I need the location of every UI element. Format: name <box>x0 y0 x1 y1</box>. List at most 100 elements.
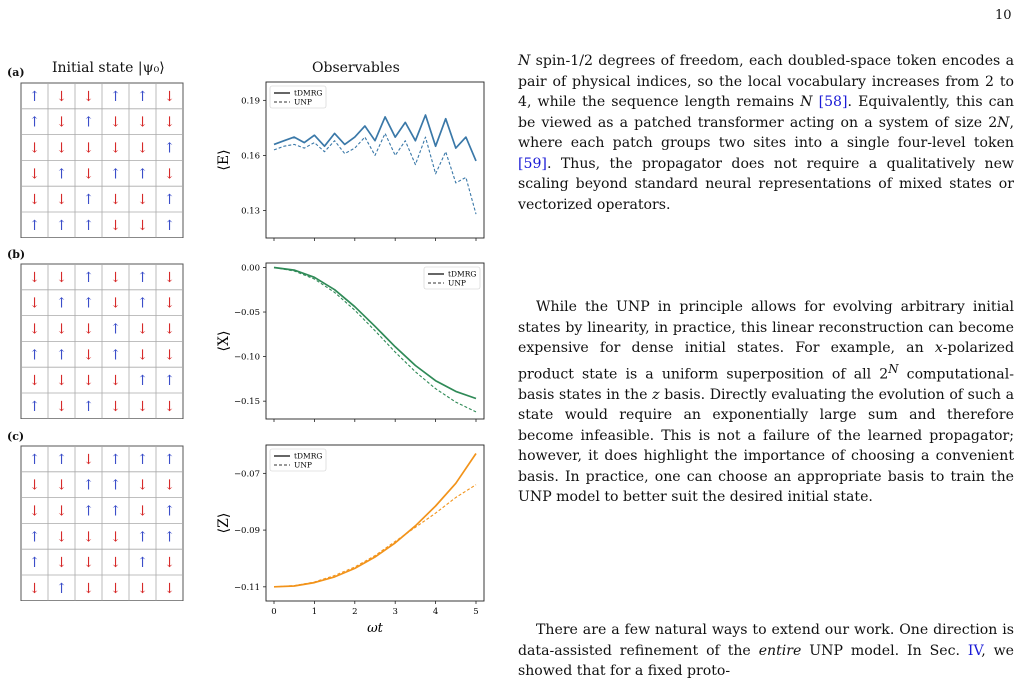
spin-down-arrow: ↓ <box>164 296 176 312</box>
spin-down-arrow: ↓ <box>83 373 95 389</box>
y-tick-label: 0.16 <box>241 151 260 161</box>
spin-down-arrow: ↓ <box>137 581 149 597</box>
text-run: spin-1/2 degrees of freedom, each double… <box>518 53 1014 110</box>
spin-up-arrow: ↑ <box>137 452 149 468</box>
citation-link[interactable]: [59] <box>518 155 547 172</box>
spin-down-arrow: ↓ <box>164 115 176 131</box>
spin-down-arrow: ↓ <box>29 166 41 182</box>
spin-down-arrow: ↓ <box>83 322 95 338</box>
spin-down-arrow: ↓ <box>56 192 68 208</box>
spin-down-arrow: ↓ <box>110 192 122 208</box>
spin-up-arrow: ↑ <box>164 452 176 468</box>
citation-link[interactable]: [58] <box>818 94 848 110</box>
spin-up-arrow: ↑ <box>29 529 41 545</box>
math-symbol: N <box>800 94 813 110</box>
spin-down-arrow: ↓ <box>83 529 95 545</box>
spin-down-arrow: ↓ <box>110 373 122 389</box>
initial-state-title: Initial state |ψ₀⟩ <box>52 60 165 76</box>
y-tick-label: −0.09 <box>234 526 260 536</box>
spin-up-arrow: ↑ <box>83 504 95 520</box>
spin-up-arrow: ↑ <box>164 373 176 389</box>
series-line-unp <box>273 266 477 413</box>
spin-down-arrow: ↓ <box>29 322 41 338</box>
spin-down-arrow: ↓ <box>137 218 149 234</box>
math-symbol: z <box>652 386 660 403</box>
legend-entry: UNP <box>294 98 312 107</box>
spin-down-arrow: ↓ <box>83 347 95 363</box>
spin-down-arrow: ↓ <box>164 555 176 571</box>
spin-down-arrow: ↓ <box>164 581 176 597</box>
math-symbol: N <box>518 53 531 69</box>
spin-down-arrow: ↓ <box>83 555 95 571</box>
spin-up-arrow: ↑ <box>137 166 149 182</box>
spin-down-arrow: ↓ <box>137 322 149 338</box>
spin-down-arrow: ↓ <box>56 322 68 338</box>
spin-grid-b: ↓ ↓ ↑ ↓ ↑ ↓ ↓ ↑ ↑ ↓ ↑ ↓ ↓ ↓ ↓ ↑ ↓ ↓ ↑ ↑ ↓ ↑ ↓ ↓ ↓ ↓ ↓ ↓ ↑ ↑ ↑ ↓ ↑ ↓ ↓ ↓ <box>20 263 184 419</box>
spin-up-arrow: ↑ <box>56 581 68 597</box>
spin-down-arrow: ↓ <box>83 89 95 105</box>
spin-up-arrow: ↑ <box>56 218 68 234</box>
paragraph-1: N spin-1/2 degrees of freedom, each doub… <box>518 51 1014 215</box>
spin-up-arrow: ↑ <box>83 296 95 312</box>
page-number: 10 <box>995 8 1012 23</box>
plot-frame <box>265 81 485 239</box>
text-run: computational-basis states in the <box>518 366 1014 403</box>
y-axis-label: ⟨Z⟩ <box>216 513 232 534</box>
math-symbol: entire <box>758 642 802 659</box>
spin-down-arrow: ↓ <box>164 89 176 105</box>
spin-up-arrow: ↑ <box>110 504 122 520</box>
spin-down-arrow: ↓ <box>56 399 68 415</box>
spin-down-arrow: ↓ <box>164 478 176 494</box>
x-tick-label: 4 <box>433 607 438 617</box>
spin-down-arrow: ↓ <box>110 218 122 234</box>
spin-grid-a: ↑ ↓ ↓ ↑ ↑ ↓ ↑ ↓ ↑ ↓ ↓ ↓ ↓ ↓ ↓ ↓ ↓ ↑ ↓ ↑ ↓ ↑ ↑ ↓ ↓ ↓ ↑ ↓ ↓ ↑ ↑ ↑ ↑ ↓ ↓ ↑ <box>20 82 184 238</box>
citation-link[interactable]: IV <box>967 642 982 659</box>
spin-down-arrow: ↓ <box>29 296 41 312</box>
spin-down-arrow: ↓ <box>29 192 41 208</box>
y-tick-label: −0.10 <box>234 353 260 363</box>
superscript: N <box>888 361 899 376</box>
spin-down-arrow: ↓ <box>164 347 176 363</box>
spin-down-arrow: ↓ <box>56 529 68 545</box>
spin-down-arrow: ↓ <box>56 89 68 105</box>
spin-down-arrow: ↓ <box>83 581 95 597</box>
spin-up-arrow: ↑ <box>137 373 149 389</box>
x-tick-label: 3 <box>392 607 397 617</box>
series-line-unp <box>273 132 477 215</box>
spin-down-arrow: ↓ <box>29 581 41 597</box>
text-run: . Thus, the propagator does not require … <box>518 155 1014 213</box>
spin-up-arrow: ↑ <box>164 504 176 520</box>
math-symbol: x <box>934 340 943 356</box>
spin-up-arrow: ↑ <box>110 478 122 494</box>
spin-up-arrow: ↑ <box>164 218 176 234</box>
spin-up-arrow: ↑ <box>29 399 41 415</box>
spin-up-arrow: ↑ <box>110 166 122 182</box>
legend-entry: tDMRG <box>294 89 322 98</box>
spin-up-arrow: ↑ <box>56 347 68 363</box>
spin-up-arrow: ↑ <box>83 270 95 286</box>
text-run: basis. Directly evaluating the evolution… <box>518 386 1014 506</box>
series-line-unp <box>273 484 477 588</box>
paragraph-3: There are a few natural ways to extend o… <box>518 620 1014 682</box>
spin-up-arrow: ↑ <box>137 555 149 571</box>
spin-down-arrow: ↓ <box>29 373 41 389</box>
spin-down-arrow: ↓ <box>83 141 95 157</box>
series-line-tdmrg <box>273 266 477 400</box>
y-tick-label: −0.11 <box>234 583 260 593</box>
spin-down-arrow: ↓ <box>83 452 95 468</box>
y-axis-label: ⟨E⟩ <box>216 149 232 170</box>
panel-label-b: (b) <box>7 248 26 261</box>
y-tick-label: 0.00 <box>241 263 260 273</box>
spin-up-arrow: ↑ <box>110 89 122 105</box>
panel-label-a: (a) <box>7 66 25 79</box>
spin-down-arrow: ↓ <box>56 115 68 131</box>
text-run: There are a few natural ways to extend o… <box>518 622 1014 659</box>
spin-up-arrow: ↑ <box>83 115 95 131</box>
spin-down-arrow: ↓ <box>137 399 149 415</box>
plot-frame <box>265 262 485 420</box>
